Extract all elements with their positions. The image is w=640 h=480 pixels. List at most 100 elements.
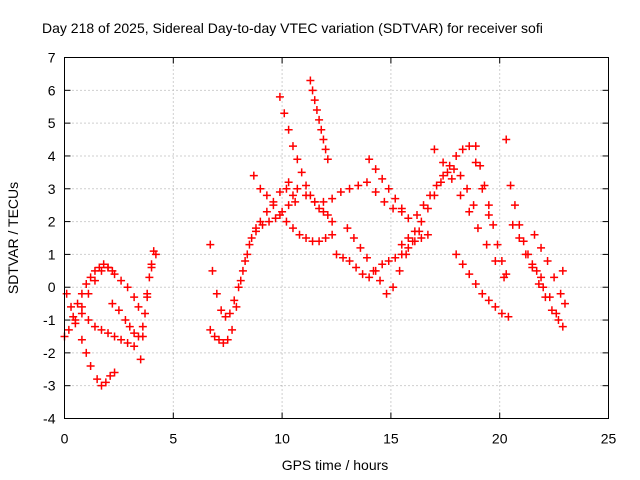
data-point — [104, 263, 113, 272]
plot-frame — [64, 57, 609, 419]
data-point — [502, 270, 511, 279]
data-point — [484, 201, 493, 210]
data-point — [539, 283, 548, 292]
data-point — [430, 145, 439, 154]
data-point — [67, 302, 76, 311]
x-tick-label: 25 — [601, 431, 617, 447]
data-point — [328, 194, 337, 203]
data-point — [284, 178, 293, 187]
data-point — [315, 115, 324, 124]
data-point — [221, 312, 230, 321]
series-arc-13 — [332, 230, 432, 282]
data-point — [123, 283, 132, 292]
data-point — [99, 260, 108, 269]
data-point — [469, 201, 478, 210]
data-point — [86, 273, 95, 282]
data-point — [249, 171, 258, 180]
y-tick-label: 5 — [48, 115, 56, 131]
y-tick-label: -2 — [43, 345, 56, 361]
data-point — [458, 145, 467, 154]
data-point — [319, 207, 328, 216]
data-point — [402, 250, 411, 259]
data-point — [302, 181, 311, 190]
data-point — [86, 361, 95, 370]
series-arc-17 — [413, 142, 493, 220]
data-points — [60, 76, 569, 390]
data-point — [275, 211, 284, 220]
data-point — [315, 237, 324, 246]
data-point — [280, 109, 289, 118]
data-point — [471, 158, 480, 167]
data-point — [443, 168, 452, 177]
data-point — [302, 191, 311, 200]
data-point — [537, 243, 546, 252]
data-point — [397, 204, 406, 213]
data-point — [519, 237, 528, 246]
data-point — [317, 125, 326, 134]
data-point — [295, 230, 304, 239]
data-point — [288, 142, 297, 151]
data-point — [456, 191, 465, 200]
data-point — [145, 273, 154, 282]
data-point — [471, 142, 480, 151]
data-point — [238, 266, 247, 275]
data-point — [484, 211, 493, 220]
data-point — [284, 125, 293, 134]
data-point — [389, 204, 398, 213]
data-point — [90, 322, 99, 331]
data-point — [554, 316, 563, 325]
data-point — [136, 355, 145, 364]
data-point — [545, 293, 554, 302]
data-point — [358, 270, 367, 279]
y-tick-label: 3 — [48, 181, 56, 197]
data-point — [117, 335, 126, 344]
y-tick-label: 7 — [48, 50, 56, 66]
data-point — [308, 86, 317, 95]
data-point — [328, 230, 337, 239]
data-point — [323, 211, 332, 220]
data-point — [497, 256, 506, 265]
series-arc-20 — [471, 142, 511, 279]
series-arc-5 — [108, 250, 160, 341]
data-point — [502, 135, 511, 144]
x-axis-ticks: 0 5 10 15 20 25 — [61, 57, 617, 447]
data-point — [97, 381, 106, 390]
y-tick-label: -4 — [43, 411, 56, 427]
data-point — [465, 207, 474, 216]
data-point — [404, 243, 413, 252]
series-arc-12 — [284, 178, 406, 216]
data-point — [130, 342, 139, 351]
data-point — [521, 250, 530, 259]
data-point — [130, 329, 139, 338]
data-point — [293, 184, 302, 193]
data-point — [206, 240, 215, 249]
y-tick-label: 1 — [48, 246, 56, 262]
data-point — [493, 240, 502, 249]
data-point — [384, 256, 393, 265]
data-point — [236, 276, 245, 285]
data-point — [547, 306, 556, 315]
data-point — [251, 227, 260, 236]
data-point — [530, 230, 539, 239]
data-point — [439, 171, 448, 180]
data-point — [389, 283, 398, 292]
data-point — [489, 220, 498, 229]
series-arc-8 — [206, 197, 300, 348]
x-axis-label: GPS time / hours — [282, 457, 389, 473]
y-tick-label: 6 — [48, 82, 56, 98]
data-point — [262, 207, 271, 216]
data-point — [378, 260, 387, 269]
data-point — [473, 224, 482, 233]
data-point — [71, 316, 80, 325]
series-arc-11 — [306, 76, 332, 164]
data-point — [458, 260, 467, 269]
data-point — [395, 266, 404, 275]
data-point — [497, 309, 506, 318]
y-axis-label: SDTVAR / TECUs — [5, 182, 21, 294]
data-point — [345, 256, 354, 265]
data-point — [64, 325, 73, 334]
data-point — [356, 243, 365, 252]
data-point — [336, 188, 345, 197]
data-point — [143, 289, 152, 298]
series-arc-4 — [77, 309, 139, 351]
